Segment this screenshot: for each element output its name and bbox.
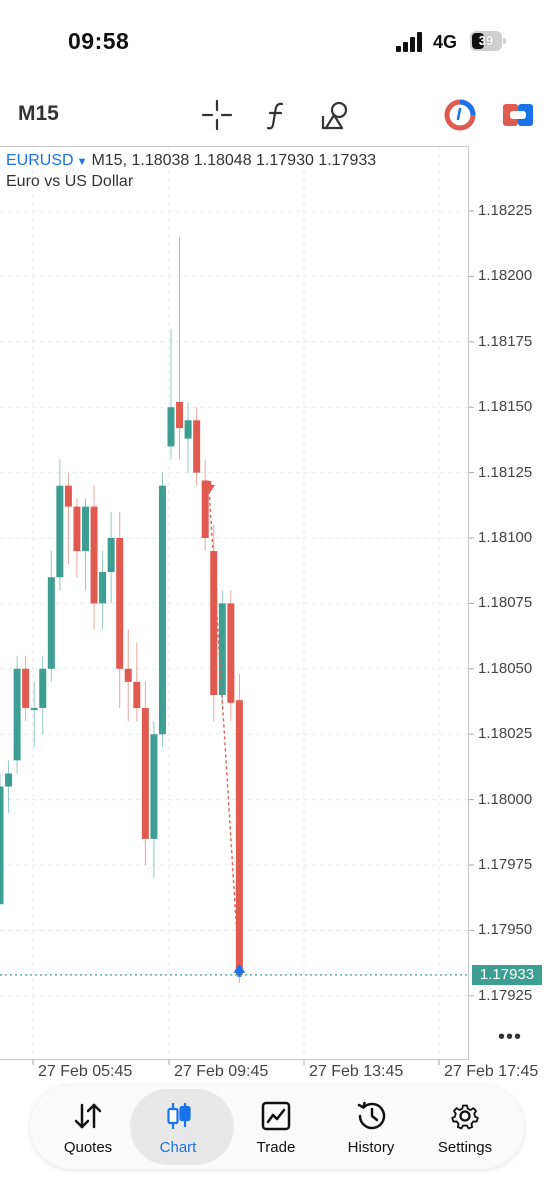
objects-icon[interactable]	[318, 98, 352, 132]
nav-quotes[interactable]: Quotes	[40, 1085, 136, 1169]
time-tick-label: 27 Feb 09:45	[174, 1063, 269, 1080]
nav-trade[interactable]: Trade	[228, 1085, 324, 1169]
candle-bear	[90, 506, 98, 604]
trade-chart-icon	[261, 1101, 291, 1131]
time-tick-label: 27 Feb 05:45	[38, 1063, 133, 1080]
buy-marker-stem	[237, 971, 242, 977]
nav-chart[interactable]: Chart	[130, 1085, 234, 1169]
ohlc-values: M15, 1.18038 1.18048 1.17930 1.17933	[91, 152, 377, 169]
sell-marker-stem	[207, 480, 212, 486]
nav-history-label: History	[347, 1139, 395, 1156]
battery-icon: 39	[470, 31, 506, 51]
candle-bull	[99, 572, 107, 604]
candle-bull	[158, 485, 166, 735]
candle-bear	[133, 681, 141, 709]
candlestick-icon	[167, 1103, 191, 1129]
nav-history[interactable]: History	[323, 1085, 419, 1169]
candle-bull	[0, 786, 4, 905]
candle-bear	[124, 668, 132, 682]
candle-bull	[56, 485, 64, 578]
chart-area[interactable]: EURUSD ▼ M15, 1.18038 1.18048 1.17930 1.17…	[0, 146, 554, 1086]
time-tick-label: 27 Feb 13:45	[309, 1063, 404, 1080]
candle-bear	[227, 603, 235, 703]
current-price-label: 1.17933	[472, 964, 542, 985]
battery-level: 39	[478, 33, 494, 48]
symbol-description: Euro vs US Dollar	[6, 173, 134, 190]
crosshair-icon[interactable]	[200, 98, 234, 132]
price-tick-label: 1.18075	[478, 594, 533, 612]
candle-bear	[116, 538, 124, 669]
candle-bull	[184, 420, 192, 439]
trade-connector-line	[208, 490, 241, 975]
sell-marker-icon	[203, 484, 216, 494]
cellular-signal-icon	[396, 32, 426, 52]
price-tick-label: 1.18225	[478, 202, 533, 219]
candle-bull	[5, 773, 13, 787]
nav-settings-label: Settings	[437, 1139, 493, 1156]
price-tick-label: 1.18150	[478, 398, 533, 416]
candle-bull	[82, 506, 89, 552]
candle-bear	[201, 480, 209, 538]
network-type: 4G	[433, 32, 458, 52]
nav-quotes-label: Quotes	[63, 1139, 113, 1156]
candle-bear	[210, 551, 218, 695]
history-clock-icon	[357, 1101, 386, 1130]
price-tick-label: 1.18175	[478, 332, 533, 350]
candle-bear	[64, 485, 72, 507]
candle-bull	[218, 603, 226, 695]
status-time: 09:58	[68, 28, 130, 54]
symbol-header: EURUSD ▼ M15, 1.18038 1.18048 1.17930 1.17…	[6, 152, 376, 170]
candle-bear	[141, 708, 149, 839]
chart-toolbar: M15	[0, 90, 554, 140]
candle-bear	[235, 700, 243, 975]
price-tick-label: 1.18200	[478, 267, 533, 285]
price-tick-label: 1.18050	[478, 659, 533, 677]
candle-bull	[39, 668, 47, 709]
candle-bear	[193, 420, 201, 473]
nav-trade-label: Trade	[256, 1139, 296, 1156]
one-click-trading-icon[interactable]	[501, 98, 535, 132]
symbol-name[interactable]: EURUSD	[6, 152, 74, 169]
buy-marker-icon	[233, 963, 246, 973]
candle-bear	[22, 668, 30, 709]
candlestick-chart[interactable]	[0, 146, 554, 1086]
bottom-navigation: Quotes Chart Trade History	[30, 1085, 524, 1169]
symbol-caret-icon[interactable]: ▼	[76, 156, 88, 168]
indicator-icon[interactable]	[260, 98, 294, 132]
price-tick-label: 1.17975	[478, 856, 533, 873]
candle-bull	[47, 577, 55, 669]
price-tick-label: 1.18125	[478, 463, 533, 481]
candle-bull	[107, 538, 115, 573]
timeframe-button[interactable]: M15	[18, 102, 59, 125]
nav-chart-label: Chart	[159, 1139, 197, 1156]
candle-bull	[167, 407, 175, 447]
chart-frame	[0, 146, 469, 1060]
price-tick-label: 1.18000	[478, 790, 533, 808]
gear-icon	[451, 1104, 479, 1130]
price-tick-label: 1.17950	[478, 921, 533, 939]
candle-bull	[13, 668, 21, 761]
candle-bull	[30, 708, 38, 711]
candle-bear	[176, 401, 184, 429]
time-tick-label: 27 Feb 17:45	[444, 1063, 539, 1080]
quotes-arrows-icon	[74, 1103, 102, 1129]
candle-bear	[73, 506, 81, 552]
nav-settings[interactable]: Settings	[417, 1085, 513, 1169]
price-tick-label: 1.18025	[478, 725, 533, 743]
candle-bull	[150, 734, 158, 839]
active-tab-highlight	[130, 1089, 234, 1165]
more-options-button[interactable]: •••	[498, 1026, 523, 1048]
price-tick-label: 1.17925	[478, 986, 533, 1004]
status-bar: 09:58 4G 39	[0, 0, 554, 84]
price-tick-label: 1.18100	[478, 529, 533, 546]
trade-toggle-icon[interactable]	[443, 98, 477, 132]
